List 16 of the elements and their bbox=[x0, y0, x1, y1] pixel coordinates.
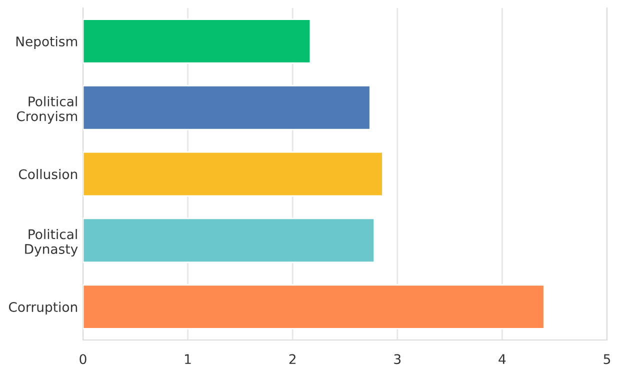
bar bbox=[83, 151, 384, 197]
y-tick-label: Corruption bbox=[8, 302, 78, 315]
y-tick-label: Political Dynasty bbox=[25, 229, 78, 257]
x-tick-label: 5 bbox=[604, 354, 610, 364]
y-tick-label: Collusion bbox=[18, 168, 78, 180]
bar bbox=[83, 18, 312, 64]
bar bbox=[83, 218, 376, 264]
x-tick-label: 2 bbox=[289, 354, 296, 364]
x-tick-label: 4 bbox=[498, 354, 506, 364]
x-tick-label: 1 bbox=[185, 354, 191, 364]
bar bbox=[83, 284, 545, 330]
x-tick-label: 0 bbox=[80, 354, 86, 364]
x-tick-label: 3 bbox=[394, 354, 401, 364]
y-tick-label: Political Cronyism bbox=[16, 96, 78, 124]
bar bbox=[83, 84, 371, 130]
y-tick-label: Nepotism bbox=[16, 36, 78, 49]
